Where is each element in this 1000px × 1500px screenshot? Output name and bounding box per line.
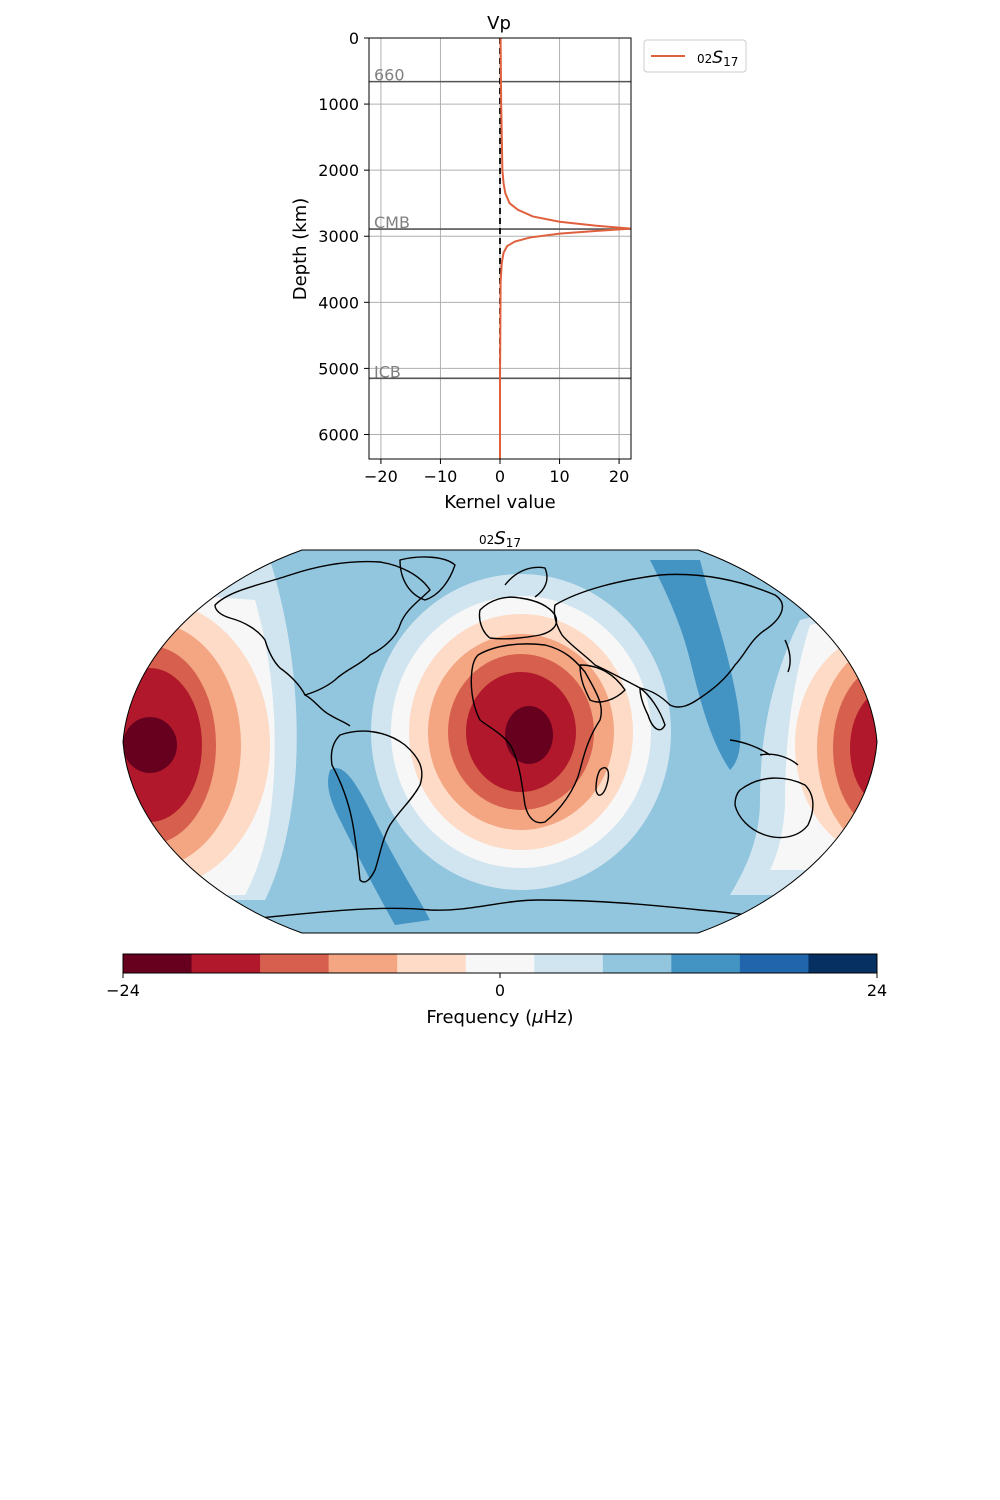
x-tick-label: 10	[549, 467, 569, 486]
legend-box	[643, 39, 747, 73]
x-tick-label: 20	[609, 467, 629, 486]
x-tick-label: −20	[364, 467, 398, 486]
y-tick-label: 1000	[318, 95, 359, 114]
map-title: 02S17	[479, 528, 521, 550]
x-axis-label: Kernel value	[444, 492, 555, 513]
colorbar-segment	[397, 954, 467, 973]
y-tick-label: 2000	[318, 161, 359, 180]
y-tick-label: 3000	[318, 227, 359, 246]
kernel-curve	[499, 37, 632, 459]
ring-67001f-africa	[505, 706, 553, 764]
colorbar-label: Frequency (μHz)	[426, 1007, 573, 1028]
reference-label-icb: ICB	[374, 362, 401, 381]
legend: 02S17	[643, 39, 747, 73]
colorbar-segment	[328, 954, 398, 973]
y-tick-label: 4000	[318, 293, 359, 312]
y-tick-label: 0	[349, 29, 359, 48]
colorbar-tick-label: −24	[106, 981, 140, 1000]
legend-label: 02S17	[697, 48, 738, 69]
map-outline	[122, 549, 878, 934]
coastlines	[214, 556, 851, 921]
y-tick-label: 6000	[318, 425, 359, 444]
world-map	[123, 550, 877, 933]
reference-label-cmb: CMB	[374, 213, 410, 232]
y-ticks: 0 1000 2000 3000 4000 5000 6000	[318, 29, 369, 444]
left-ring-67001f	[123, 717, 177, 773]
colorbar-segment	[534, 954, 604, 973]
x-tick-label: 0	[495, 467, 505, 486]
right-ring-b2182b	[850, 688, 877, 808]
kernel-plot: Vp 660 CMB ICB −20 −10 0 10 20 0 1000 2000 3000 40…	[290, 13, 747, 513]
x-ticks: −20 −10 0 10 20	[364, 459, 629, 486]
colorbar-ticks: −24 0 24	[106, 973, 887, 1000]
colorbar-segment	[808, 954, 878, 973]
y-axis-label: Depth (km)	[290, 198, 311, 301]
y-tick-label: 5000	[318, 359, 359, 378]
colorbar-tick-label: 24	[867, 981, 887, 1000]
kernel-title: Vp	[487, 13, 511, 34]
colorbar	[123, 954, 878, 973]
colorbar-tick-label: 0	[495, 981, 505, 1000]
colorbar-segment	[191, 954, 261, 973]
colorbar-segment	[260, 954, 330, 973]
colorbar-segment	[123, 954, 193, 973]
colorbar-segment	[602, 954, 672, 973]
blue-band-south-america	[328, 768, 430, 925]
colorbar-segment	[739, 954, 809, 973]
colorbar-segment	[671, 954, 741, 973]
reference-label-660: 660	[374, 66, 405, 85]
right-ring-d6604d	[833, 663, 877, 833]
blue-band-asia	[650, 560, 741, 770]
x-tick-label: −10	[424, 467, 458, 486]
colorbar-segment	[465, 954, 535, 973]
